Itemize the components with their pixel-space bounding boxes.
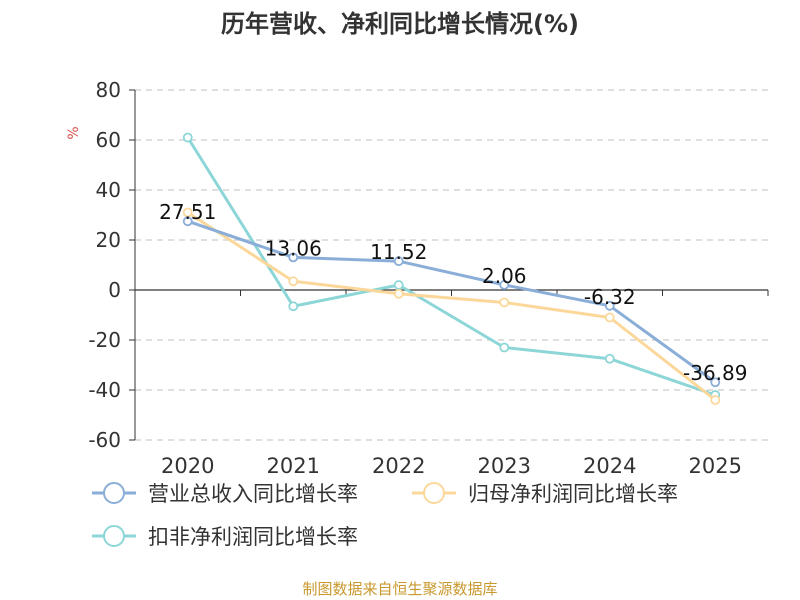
data-labels: 27.51 13.06 11.52 2.06 -6.32 -36.89	[159, 200, 747, 385]
data-label: 27.51	[159, 200, 216, 224]
y-tick-label: -60	[88, 428, 121, 452]
data-point	[288, 301, 299, 312]
series-lines	[182, 132, 721, 405]
data-label: -6.32	[584, 285, 636, 309]
data-point	[393, 280, 404, 290]
data-point	[393, 288, 404, 299]
legend-item[interactable]: 归母净利润同比增长率	[412, 482, 678, 506]
data-label: 11.52	[370, 240, 427, 264]
data-point	[182, 132, 193, 143]
legend-marker	[423, 482, 445, 504]
legend-marker	[103, 525, 125, 547]
legend-item[interactable]: 营业总收入同比增长率	[92, 482, 358, 506]
legend-label: 营业总收入同比增长率	[148, 482, 358, 506]
y-tick-label: 60	[96, 128, 121, 152]
data-point	[288, 252, 299, 263]
legend-item[interactable]: 扣非净利润同比增长率	[92, 525, 358, 549]
data-point	[393, 256, 404, 267]
y-axis-unit-label: %	[66, 126, 82, 139]
data-point	[182, 216, 193, 227]
x-tick-label: 2023	[478, 454, 531, 478]
legend-label: 归母净利润同比增长率	[468, 482, 678, 506]
y-tick-label: -40	[88, 378, 121, 402]
x-tick-label: 2022	[372, 454, 425, 478]
series-line	[187, 219, 717, 384]
x-tick-label: 2024	[583, 454, 636, 478]
data-point	[499, 297, 510, 308]
y-tick-label: 40	[96, 178, 121, 202]
data-point	[604, 300, 615, 311]
x-tick-label: 2021	[267, 454, 320, 478]
data-point	[710, 377, 721, 388]
data-label: -36.89	[683, 361, 747, 385]
data-point	[288, 276, 299, 287]
y-tick-label: 0	[108, 278, 121, 302]
series-line	[186, 136, 716, 397]
x-tick-label: 2025	[689, 454, 742, 478]
y-tick-label: -20	[88, 328, 121, 352]
chart-title: 历年营收、净利同比增长情况(%)	[221, 10, 579, 38]
data-point	[499, 279, 510, 290]
axes: 80 60 40 20 0 -20 -40 -60 2020 2021 2022 2023 2024 20…	[88, 78, 769, 478]
y-tick-label: 20	[96, 228, 121, 252]
series-line	[186, 211, 717, 402]
data-point	[604, 353, 615, 364]
source-footer: 制图数据来自恒生聚源数据库	[302, 580, 498, 598]
legend-marker	[103, 482, 125, 504]
y-tick-label: 80	[96, 78, 121, 102]
data-label: 2.06	[482, 264, 527, 288]
grid-lines	[135, 89, 768, 441]
data-point	[499, 342, 510, 353]
data-point	[604, 312, 615, 323]
data-label: 13.06	[265, 236, 322, 260]
x-tick-label: 2020	[161, 454, 214, 478]
legend-label: 扣非净利润同比增长率	[148, 525, 358, 549]
data-point	[710, 395, 721, 405]
